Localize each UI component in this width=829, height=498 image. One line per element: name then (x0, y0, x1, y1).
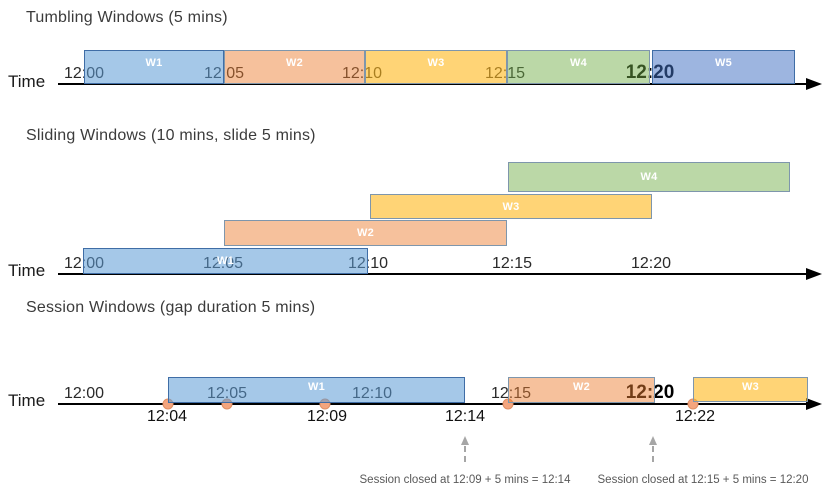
arrow-head-icon (460, 436, 469, 445)
time-axis (58, 273, 812, 275)
arrow-shaft (652, 446, 654, 462)
arrow-head-icon (648, 436, 657, 445)
window-bar-w3: W3 (693, 377, 808, 402)
event-time-label: 12:09 (306, 408, 348, 425)
window-bar-w5: W5 (652, 50, 795, 84)
window-bar-w3: W3 (365, 50, 507, 84)
session-section-title: Session Windows (gap duration 5 mins) (26, 299, 316, 316)
window-label: W5 (714, 57, 733, 69)
axis-tick-label: 12:15 (491, 255, 533, 272)
axis-arrowhead-icon (806, 78, 822, 90)
window-label: W2 (356, 227, 375, 239)
window-label: W3 (502, 201, 520, 213)
window-bar-w1: W1 (83, 248, 368, 274)
window-bar-w4: W4 (507, 50, 650, 84)
axis-tick-label: 12:00 (63, 385, 105, 402)
window-bar-w3: W3 (370, 194, 652, 219)
window-label: W3 (427, 57, 445, 69)
event-time-label: 12:04 (146, 408, 188, 425)
axis-tick-label: 12:20 (630, 255, 672, 272)
event-time-label: 12:22 (674, 408, 716, 425)
window-bar-w2: W2 (224, 50, 365, 84)
axis-tick-label: 12:20 (625, 382, 675, 403)
window-bar-w4: W4 (508, 162, 790, 192)
session-closed-note: Session closed at 12:15 + 5 mins = 12:20 (597, 474, 809, 486)
time-axis (58, 403, 812, 405)
time-axis (58, 83, 812, 85)
axis-tick-label: 12:15 (490, 385, 532, 402)
axis-arrowhead-icon (806, 398, 822, 410)
window-label: W1 (145, 57, 163, 69)
sliding-section-title: Sliding Windows (10 mins, slide 5 mins) (26, 127, 316, 144)
axis-arrowhead-icon (806, 268, 822, 280)
window-label: W2 (572, 381, 591, 393)
time-axis-label: Time (8, 391, 46, 410)
time-axis-label: Time (8, 261, 46, 280)
window-label: W2 (285, 57, 304, 69)
window-label: W1 (307, 381, 326, 393)
window-bar-w1: W1 (84, 50, 224, 84)
window-bar-w1: W1 (168, 377, 465, 403)
window-label: W3 (741, 381, 760, 393)
event-time-label: 12:14 (444, 408, 486, 425)
window-bar-w2: W2 (224, 220, 507, 246)
window-label: W1 (216, 255, 235, 267)
window-label: W4 (640, 171, 658, 183)
time-axis-label: Time (8, 72, 46, 91)
arrow-shaft (464, 446, 466, 462)
session-closed-note: Session closed at 12:09 + 5 mins = 12:14 (359, 474, 571, 486)
tumbling-section-title: Tumbling Windows (5 mins) (26, 9, 228, 26)
window-bar-w2: W2 (508, 377, 655, 403)
window-label: W4 (569, 57, 588, 69)
